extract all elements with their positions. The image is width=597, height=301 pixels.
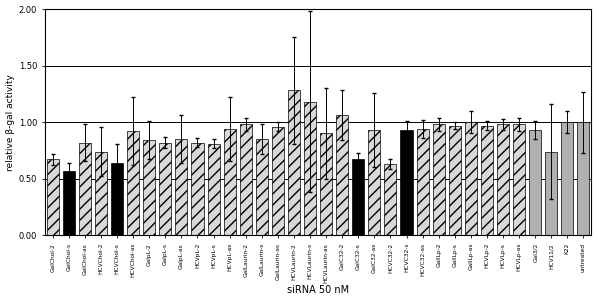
- Bar: [176, 139, 187, 235]
- Bar: [288, 91, 300, 235]
- Bar: [47, 160, 59, 235]
- Bar: [529, 130, 541, 235]
- Bar: [481, 126, 493, 235]
- Bar: [240, 124, 252, 235]
- Bar: [272, 127, 284, 235]
- Bar: [143, 140, 155, 235]
- Bar: [224, 129, 236, 235]
- Bar: [577, 122, 589, 235]
- Bar: [497, 124, 509, 235]
- Bar: [433, 124, 445, 235]
- Bar: [256, 139, 268, 235]
- Bar: [417, 129, 429, 235]
- Bar: [208, 144, 220, 235]
- Bar: [545, 152, 557, 235]
- Bar: [95, 152, 107, 235]
- Bar: [192, 143, 204, 235]
- Bar: [304, 102, 316, 235]
- Bar: [63, 171, 75, 235]
- Bar: [513, 124, 525, 235]
- Bar: [401, 130, 413, 235]
- Y-axis label: relative β-gal activity: relative β-gal activity: [5, 74, 14, 171]
- X-axis label: siRNA 50 nM: siRNA 50 nM: [287, 285, 349, 296]
- Bar: [368, 130, 380, 235]
- Bar: [111, 163, 123, 235]
- Bar: [79, 143, 91, 235]
- Bar: [384, 164, 396, 235]
- Bar: [449, 126, 461, 235]
- Bar: [561, 122, 573, 235]
- Bar: [127, 131, 139, 235]
- Bar: [159, 143, 171, 235]
- Bar: [336, 115, 348, 235]
- Bar: [465, 122, 477, 235]
- Bar: [352, 160, 364, 235]
- Bar: [320, 133, 332, 235]
